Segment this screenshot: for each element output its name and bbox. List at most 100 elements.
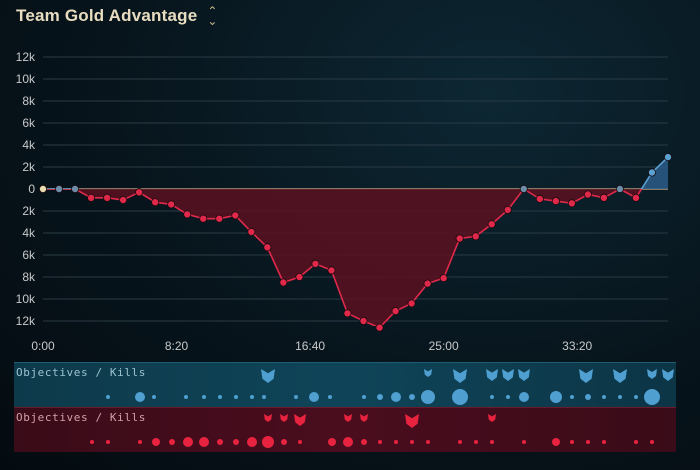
data-point xyxy=(407,299,416,308)
objective-icon[interactable] xyxy=(424,369,432,377)
data-point xyxy=(631,193,640,202)
y-tick-label: 10k xyxy=(16,292,36,306)
y-tick-label: 6k xyxy=(22,248,36,262)
red-objectives-band: Objectives / Kills xyxy=(14,407,676,452)
kill-dot[interactable] xyxy=(309,392,319,402)
kill-dot[interactable] xyxy=(570,395,574,399)
kill-dot[interactable] xyxy=(262,395,266,399)
kill-dot[interactable] xyxy=(138,440,142,444)
kill-dot[interactable] xyxy=(458,440,462,444)
objective-icon[interactable] xyxy=(453,369,467,383)
kill-dot[interactable] xyxy=(184,395,188,399)
kill-dot[interactable] xyxy=(362,395,366,399)
kill-dot[interactable] xyxy=(634,440,638,444)
kill-dot[interactable] xyxy=(234,395,238,399)
objective-icon[interactable] xyxy=(486,369,498,381)
objective-icon[interactable] xyxy=(579,369,593,383)
kill-dot[interactable] xyxy=(550,391,562,403)
x-tick-label: 33:20 xyxy=(562,339,592,353)
kill-dot[interactable] xyxy=(490,395,494,399)
kill-dot[interactable] xyxy=(152,395,156,399)
kill-dot[interactable] xyxy=(410,440,414,444)
kill-dot[interactable] xyxy=(634,395,638,399)
kill-dot[interactable] xyxy=(602,395,606,399)
kill-dot[interactable] xyxy=(474,440,478,444)
x-tick-label: 0:00 xyxy=(31,339,55,353)
objective-icon[interactable] xyxy=(264,414,272,422)
kill-dot[interactable] xyxy=(361,439,367,445)
kill-dot[interactable] xyxy=(294,395,298,399)
kill-dot[interactable] xyxy=(644,389,660,405)
objective-icon[interactable] xyxy=(662,369,674,381)
kill-dot[interactable] xyxy=(202,395,206,399)
kill-dot[interactable] xyxy=(298,440,302,444)
kill-dot[interactable] xyxy=(452,389,468,405)
kill-dot[interactable] xyxy=(343,437,353,447)
data-point xyxy=(647,168,656,177)
y-tick-label: 0 xyxy=(28,182,35,196)
kill-dot[interactable] xyxy=(585,394,591,400)
kill-dot[interactable] xyxy=(519,392,529,402)
y-tick-label: 8k xyxy=(22,94,36,108)
y-tick-label: 12k xyxy=(16,50,36,64)
kill-dot[interactable] xyxy=(106,395,110,399)
kill-dot[interactable] xyxy=(394,440,398,444)
kill-dot[interactable] xyxy=(90,440,94,444)
x-tick-label: 8:20 xyxy=(165,339,189,353)
kill-dot[interactable] xyxy=(618,395,622,399)
kill-dot[interactable] xyxy=(426,440,430,444)
kill-dot[interactable] xyxy=(247,437,257,447)
x-tick-label: 16:40 xyxy=(295,339,325,353)
kill-dot[interactable] xyxy=(506,395,510,399)
kill-dot[interactable] xyxy=(199,437,209,447)
kill-dot[interactable] xyxy=(602,440,606,444)
kill-dot[interactable] xyxy=(391,392,401,402)
objective-icon[interactable] xyxy=(344,414,352,422)
objective-icon[interactable] xyxy=(261,369,275,383)
objective-icon[interactable] xyxy=(613,369,627,383)
kill-dot[interactable] xyxy=(233,439,239,445)
kill-dot[interactable] xyxy=(328,395,332,399)
kill-dot[interactable] xyxy=(183,437,193,447)
data-point xyxy=(183,210,192,219)
objective-icon[interactable] xyxy=(405,414,419,428)
kill-dot[interactable] xyxy=(490,440,494,444)
kill-dot[interactable] xyxy=(262,436,274,448)
kill-dot[interactable] xyxy=(152,438,160,446)
kill-dot[interactable] xyxy=(281,439,287,445)
kill-dot[interactable] xyxy=(522,440,526,444)
sort-toggle-icon[interactable]: ⌃ ⌄ xyxy=(207,4,218,28)
data-point xyxy=(583,190,592,199)
data-point xyxy=(279,278,288,287)
y-tick-label: 6k xyxy=(22,116,36,130)
objective-icon[interactable] xyxy=(488,414,496,422)
data-point xyxy=(471,232,480,241)
objective-icon[interactable] xyxy=(647,369,657,379)
kill-dot[interactable] xyxy=(328,438,336,446)
y-tick-label: 2k xyxy=(22,204,36,218)
objective-icon[interactable] xyxy=(280,414,288,422)
objective-icon[interactable] xyxy=(360,414,368,422)
data-point xyxy=(599,193,608,202)
data-point xyxy=(615,184,624,193)
objective-icon[interactable] xyxy=(294,414,306,426)
kill-dot[interactable] xyxy=(377,394,383,400)
kill-dot[interactable] xyxy=(421,390,435,404)
kill-dot[interactable] xyxy=(106,440,110,444)
kill-dot[interactable] xyxy=(570,440,574,444)
kill-dot[interactable] xyxy=(586,440,590,444)
kill-dot[interactable] xyxy=(650,440,654,444)
data-point xyxy=(439,274,448,283)
kill-dot[interactable] xyxy=(250,395,254,399)
red-series-line xyxy=(43,189,643,326)
kill-dot[interactable] xyxy=(378,440,382,444)
kill-dot[interactable] xyxy=(135,392,145,402)
kill-dot[interactable] xyxy=(409,394,415,400)
objective-icon[interactable] xyxy=(502,369,514,381)
kill-dot[interactable] xyxy=(169,439,175,445)
red-advantage-area xyxy=(43,189,668,326)
kill-dot[interactable] xyxy=(217,439,223,445)
kill-dot[interactable] xyxy=(218,395,222,399)
kill-dot[interactable] xyxy=(552,438,560,446)
objective-icon[interactable] xyxy=(518,369,530,381)
